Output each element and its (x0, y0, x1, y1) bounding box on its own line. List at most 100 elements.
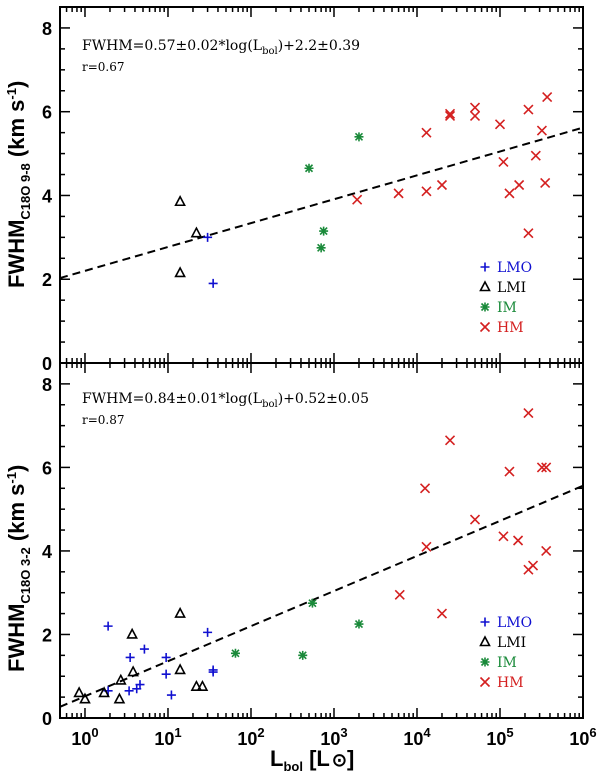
x-tick-label: 104 (403, 725, 431, 749)
hm-point (527, 560, 539, 571)
lmi-point (174, 195, 186, 207)
y-tick-label: 4 (42, 542, 52, 562)
y-tick-label: 8 (42, 19, 52, 39)
hm-point (393, 188, 404, 199)
hm-point (469, 102, 481, 113)
x-tick-label: 100 (71, 725, 98, 749)
lmi-point (174, 663, 186, 675)
hm-point (541, 545, 552, 557)
hm-point (523, 228, 534, 239)
lmo-point (125, 652, 135, 662)
hm-point (444, 108, 456, 119)
lmo-point (161, 652, 171, 662)
hm-point (352, 194, 363, 205)
lmo-point (124, 686, 134, 696)
sun-symbol: ⊙ (332, 750, 347, 770)
x-tick-label: 106 (569, 725, 596, 749)
lmo-point (208, 667, 218, 677)
legend-lmo-marker (480, 617, 490, 627)
hm-point (469, 110, 481, 121)
hm-point (436, 608, 448, 619)
top-y-axis-label: FWHMC18O 9-8 (km s-1) (4, 81, 33, 288)
lmo-point (135, 680, 145, 690)
lmi-point (190, 226, 203, 238)
bottom-y-axis-label: FWHMC18O 3-2 (km s-1) (4, 465, 33, 672)
hm-point (523, 408, 534, 419)
legend-im-marker (480, 302, 490, 312)
legend-im-label: IM (497, 300, 517, 316)
im-point (298, 650, 308, 660)
lmi-point (190, 679, 203, 691)
legend-im-label: IM (497, 655, 517, 671)
im-point (307, 598, 317, 608)
hm-point (523, 104, 534, 115)
y-tick-label: 2 (42, 625, 52, 645)
lmi-point (174, 606, 186, 618)
lmi-point (113, 692, 126, 704)
hm-point (542, 91, 553, 103)
im-point (319, 226, 329, 236)
legends: LMO LMI IM HM LMO LMI IM HM (479, 260, 532, 691)
im-point (354, 132, 364, 142)
hm-point (504, 466, 515, 477)
lmo-point (103, 621, 113, 631)
y-tick-label: 6 (42, 103, 52, 123)
x-tick-label: 101 (154, 725, 181, 749)
top-correlation: r=0.67 (82, 60, 125, 74)
legend-hm-label: HM (497, 675, 524, 691)
hm-point (444, 110, 456, 121)
x-tick-label: 105 (486, 725, 513, 749)
top-fit-equation: FWHM=0.57±0.02*log(Lbol)+2.2±0.39 (82, 38, 360, 57)
legend-lmo-label: LMO (497, 260, 532, 276)
lmi-point (79, 692, 91, 704)
hm-point (444, 435, 456, 446)
hm-point (536, 125, 547, 136)
bottom-correlation: r=0.87 (82, 413, 125, 427)
y-tick-label: 8 (42, 375, 52, 395)
hm-point (498, 156, 509, 168)
legend-lmi-label: LMI (497, 635, 526, 651)
hm-point (436, 179, 448, 191)
lmi-point (196, 679, 209, 691)
x-axis-label: Lbol [L ⊙] (270, 746, 354, 773)
im-point (316, 243, 326, 253)
lmi-point (127, 665, 139, 677)
hm-point (421, 541, 432, 552)
hm-point (419, 483, 431, 494)
legend-lmi-marker (479, 280, 491, 292)
lmi-point (98, 686, 110, 698)
legend-hm-marker (479, 321, 491, 333)
legend-hm-marker (479, 676, 491, 688)
lmo-point (208, 278, 218, 288)
im-point (354, 619, 364, 629)
hm-point (514, 179, 525, 191)
legend-hm-label: HM (497, 320, 524, 336)
legend-lmi-marker (479, 635, 491, 647)
hm-point (498, 531, 509, 542)
y-tick-label: 6 (42, 458, 52, 478)
hm-point (394, 589, 405, 600)
bottom-fit-equation: FWHM=0.84±0.01*log(Lbol)+0.52±0.05 (82, 391, 369, 410)
lmo-point (203, 232, 213, 242)
legend-lmi-label: LMI (497, 280, 526, 296)
im-point (230, 648, 240, 658)
bottom-fit-line (59, 484, 584, 708)
x-tick-label: 103 (320, 725, 347, 749)
hm-point (469, 514, 481, 525)
y-tick-label: 0 (42, 354, 52, 374)
y-tick-label: 2 (42, 270, 52, 290)
lmi-point (114, 673, 127, 685)
legend-lmo-label: LMO (497, 615, 532, 631)
lmo-point (166, 690, 176, 700)
hm-point (530, 150, 541, 161)
lmo-point (161, 669, 171, 679)
lmi-point (174, 266, 186, 278)
lmi-point (126, 627, 138, 639)
y-tick-label: 4 (42, 186, 52, 206)
lmo-point (139, 644, 149, 654)
legend-lmo-marker (480, 262, 490, 272)
hm-point (541, 462, 552, 473)
x-tick-label: 102 (237, 725, 264, 749)
